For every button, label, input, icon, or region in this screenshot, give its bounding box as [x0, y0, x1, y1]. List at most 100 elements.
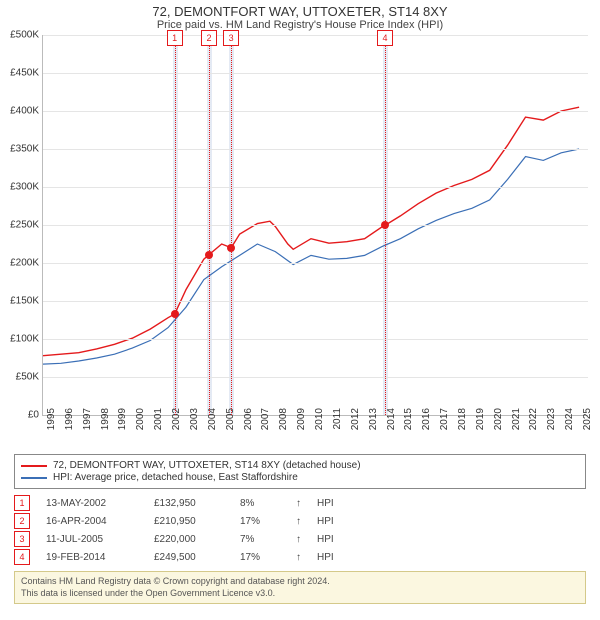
series-hpi	[43, 149, 579, 364]
gridline	[43, 339, 588, 340]
tx-date: 11-JUL-2005	[46, 534, 138, 545]
y-axis-label: £500K	[0, 30, 39, 41]
legend-item: HPI: Average price, detached house, East…	[21, 472, 579, 483]
x-axis-label: 2002	[171, 408, 182, 430]
y-axis-label: £150K	[0, 296, 39, 307]
tx-arrow: ↑	[296, 552, 301, 563]
chart-legend: 72, DEMONTFORT WAY, UTTOXETER, ST14 8XY …	[14, 454, 586, 489]
y-axis-label: £300K	[0, 182, 39, 193]
tx-date: 16-APR-2004	[46, 516, 138, 527]
attribution-footer: Contains HM Land Registry data © Crown c…	[14, 571, 586, 604]
x-axis-label: 2014	[386, 408, 397, 430]
gridline	[43, 263, 588, 264]
transaction-row: 3 11-JUL-2005 £220,000 7% ↑ HPI	[14, 531, 586, 547]
x-axis-label: 2001	[153, 408, 164, 430]
y-axis-label: £350K	[0, 144, 39, 155]
tx-suffix: HPI	[317, 552, 334, 563]
legend-swatch	[21, 465, 47, 467]
marker-line	[209, 35, 210, 415]
x-axis-label: 1997	[82, 408, 93, 430]
y-axis-label: £50K	[0, 372, 39, 383]
transaction-row: 4 19-FEB-2014 £249,500 17% ↑ HPI	[14, 549, 586, 565]
footer-line-1: Contains HM Land Registry data © Crown c…	[21, 576, 579, 588]
tx-pct: 7%	[240, 534, 280, 545]
gridline	[43, 111, 588, 112]
y-axis-label: £200K	[0, 258, 39, 269]
chart-title-line1: 72, DEMONTFORT WAY, UTTOXETER, ST14 8XY	[0, 0, 600, 19]
gridline	[43, 301, 588, 302]
marker-line	[175, 35, 176, 415]
gridline	[43, 73, 588, 74]
x-axis-label: 2008	[278, 408, 289, 430]
legend-label: HPI: Average price, detached house, East…	[53, 472, 298, 483]
gridline	[43, 377, 588, 378]
tx-date: 19-FEB-2014	[46, 552, 138, 563]
x-axis-label: 2024	[564, 408, 575, 430]
legend-label: 72, DEMONTFORT WAY, UTTOXETER, ST14 8XY …	[53, 460, 361, 471]
tx-suffix: HPI	[317, 498, 334, 509]
marker-box: 3	[223, 30, 239, 46]
tx-pct: 17%	[240, 516, 280, 527]
tx-index-box: 1	[14, 495, 30, 511]
price-chart: £0£50K£100K£150K£200K£250K£300K£350K£400…	[42, 35, 588, 416]
x-axis-label: 2025	[582, 408, 593, 430]
x-axis-label: 2010	[314, 408, 325, 430]
x-axis-label: 2023	[546, 408, 557, 430]
sale-point	[381, 221, 389, 229]
tx-price: £132,950	[154, 498, 224, 509]
x-axis-label: 1998	[100, 408, 111, 430]
legend-item: 72, DEMONTFORT WAY, UTTOXETER, ST14 8XY …	[21, 460, 579, 471]
y-axis-label: £0	[0, 410, 39, 421]
sale-point	[205, 251, 213, 259]
legend-swatch	[21, 477, 47, 479]
y-axis-label: £400K	[0, 106, 39, 117]
y-axis-label: £450K	[0, 68, 39, 79]
x-axis-label: 2013	[368, 408, 379, 430]
gridline	[43, 149, 588, 150]
tx-arrow: ↑	[296, 534, 301, 545]
x-axis-label: 2009	[296, 408, 307, 430]
tx-date: 13-MAY-2002	[46, 498, 138, 509]
x-axis-label: 2018	[457, 408, 468, 430]
x-axis-label: 2022	[528, 408, 539, 430]
tx-pct: 17%	[240, 552, 280, 563]
chart-title-line2: Price paid vs. HM Land Registry's House …	[0, 19, 600, 31]
marker-box: 1	[167, 30, 183, 46]
tx-pct: 8%	[240, 498, 280, 509]
series-property	[43, 107, 579, 356]
transaction-row: 1 13-MAY-2002 £132,950 8% ↑ HPI	[14, 495, 586, 511]
x-axis-label: 2016	[421, 408, 432, 430]
tx-arrow: ↑	[296, 498, 301, 509]
marker-box: 4	[377, 30, 393, 46]
transaction-table: 113-MAY-2002£132,9508%↑HPI216-APR-2004£2…	[14, 495, 586, 565]
marker-box: 2	[201, 30, 217, 46]
footer-line-2: This data is licensed under the Open Gov…	[21, 588, 579, 600]
x-axis-label: 2003	[189, 408, 200, 430]
x-axis-label: 2021	[511, 408, 522, 430]
x-axis-label: 2012	[350, 408, 361, 430]
x-axis-label: 2000	[135, 408, 146, 430]
tx-arrow: ↑	[296, 516, 301, 527]
x-axis-label: 2019	[475, 408, 486, 430]
x-axis-label: 1995	[46, 408, 57, 430]
x-axis-label: 2007	[260, 408, 271, 430]
gridline	[43, 35, 588, 36]
tx-index-box: 4	[14, 549, 30, 565]
gridline	[43, 225, 588, 226]
gridline	[43, 187, 588, 188]
x-axis-label: 2011	[332, 408, 343, 430]
x-axis-label: 1999	[117, 408, 128, 430]
tx-index-box: 3	[14, 531, 30, 547]
y-axis-label: £100K	[0, 334, 39, 345]
x-axis-label: 2006	[243, 408, 254, 430]
sale-point	[171, 310, 179, 318]
transaction-row: 216-APR-2004£210,95017%↑HPI	[14, 513, 586, 529]
tx-price: £210,950	[154, 516, 224, 527]
tx-price: £249,500	[154, 552, 224, 563]
marker-line	[231, 35, 232, 415]
tx-suffix: HPI	[317, 534, 334, 545]
y-axis-label: £250K	[0, 220, 39, 231]
tx-price: £220,000	[154, 534, 224, 545]
x-axis-label: 2017	[439, 408, 450, 430]
x-axis-label: 2020	[493, 408, 504, 430]
